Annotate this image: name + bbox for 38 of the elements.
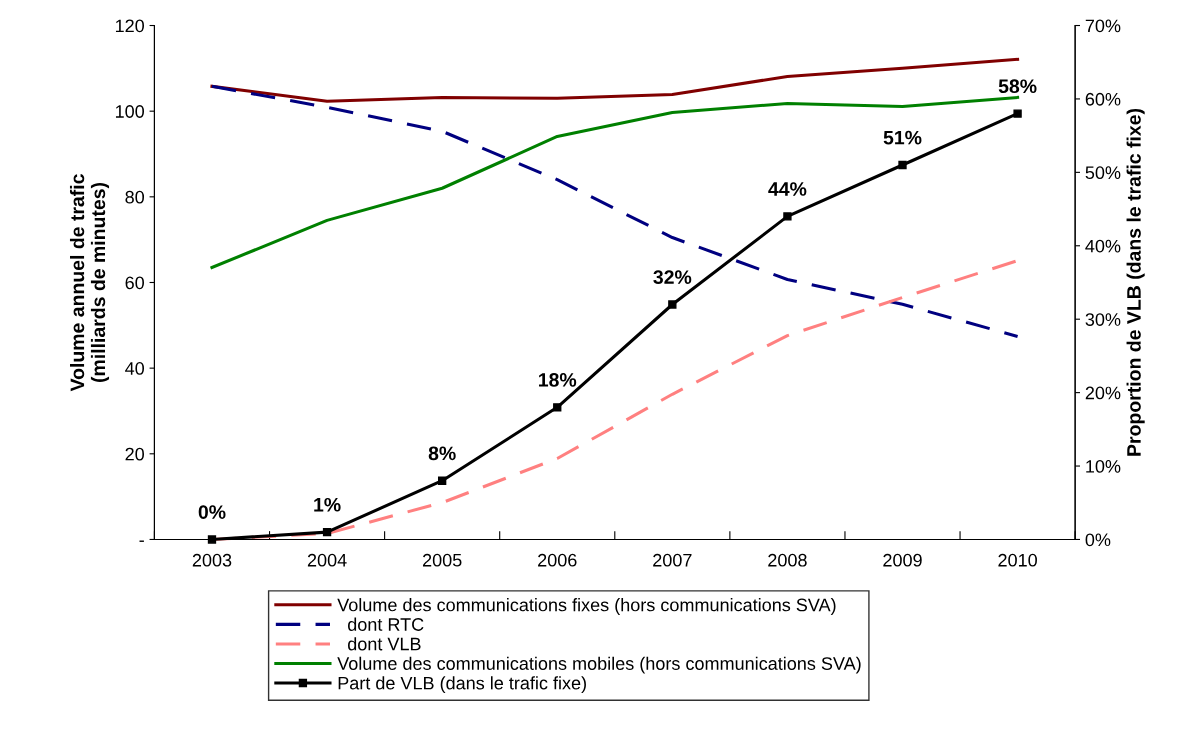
data-label: 1% (314, 497, 341, 512)
y-axis-title: Volume annuel de trafic (milliards de minutes) (69, 174, 110, 392)
x-tick-label: 2009 (883, 553, 922, 567)
x-tick-label: 2006 (538, 553, 577, 567)
y2-axis-title: Proportion de VLB (dans le trafic fixe) (1126, 108, 1145, 456)
data-label: 58% (998, 79, 1037, 94)
legend-label: Volume des communications mobiles (hors communications SVA) (337, 656, 861, 674)
y2-tick-label: 10% (1086, 459, 1121, 473)
y-tick-label: 60 (125, 276, 145, 290)
x-tick-label: 2003 (192, 553, 232, 567)
data-label: 8% (428, 446, 456, 461)
y2-tick-label: 30% (1085, 313, 1121, 326)
y2-tick-label: 20% (1085, 386, 1121, 400)
x-tick-label: 2004 (307, 553, 347, 567)
data-label: 0% (198, 505, 226, 519)
y2-tick-label: 40% (1085, 239, 1121, 253)
legend-label: dont VLB (348, 637, 421, 651)
y-tick-label: 20 (125, 447, 145, 461)
y-tick-label: 100 (115, 105, 145, 118)
y-tick-label: 80 (125, 190, 145, 204)
x-tick-label: 2010 (998, 553, 1037, 567)
y-tick-label: 120 (115, 19, 145, 33)
data-label: 44% (768, 182, 807, 196)
x-tick-label: 2007 (653, 553, 692, 567)
y2-tick-label: 0% (1085, 533, 1111, 547)
y-tick-label: - (139, 540, 144, 542)
legend-label: Volume des communications fixes (hors communications SVA) (337, 598, 836, 615)
y2-tick-label: 60% (1085, 92, 1121, 106)
data-label: 18% (539, 373, 577, 387)
y-tick-label: 40 (125, 362, 145, 375)
x-tick-label: 2005 (422, 553, 462, 567)
y2-tick-label: 50% (1085, 166, 1121, 180)
x-tick-label: 2008 (768, 553, 807, 567)
data-label: 51% (883, 130, 922, 145)
data-label: 32% (653, 270, 692, 285)
legend-label: dont RTC (348, 617, 424, 631)
y2-tick-label: 70% (1085, 19, 1121, 33)
legend-label: Part de VLB (dans le trafic fixe) (338, 676, 586, 694)
